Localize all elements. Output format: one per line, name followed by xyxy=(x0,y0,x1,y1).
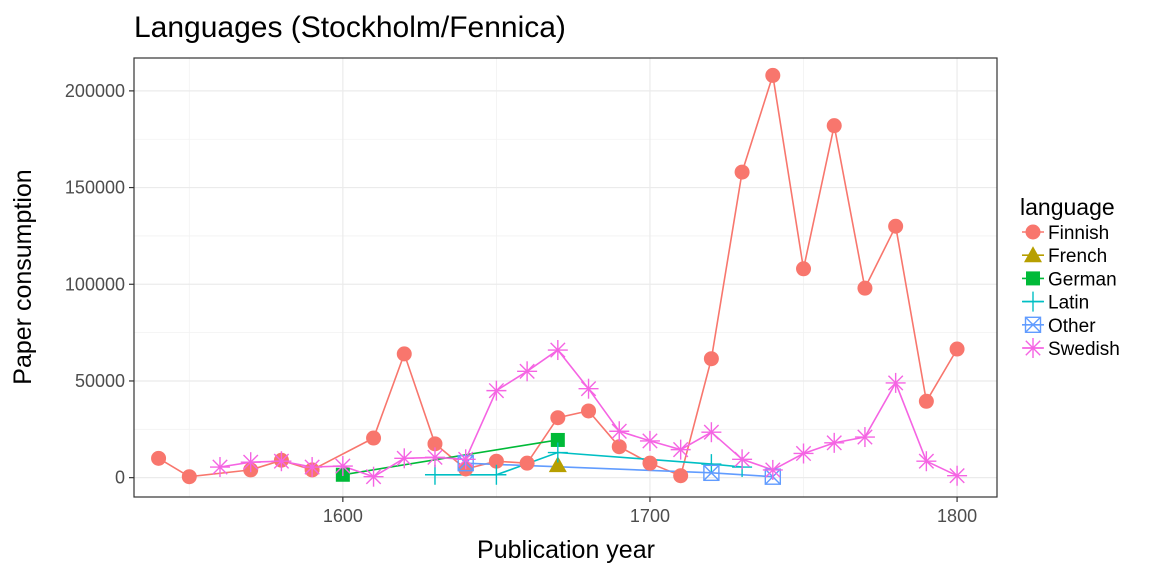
y-axis-title: Paper consumption xyxy=(9,169,37,384)
data-point-finnish xyxy=(396,346,412,362)
x-axis-title: Publication year xyxy=(477,536,655,564)
legend-item-german: German xyxy=(1022,269,1117,290)
y-tick-label: 200000 xyxy=(65,81,125,101)
y-axis: 0 50000 100000 150000 200000 xyxy=(65,81,134,488)
legend-label: Other xyxy=(1048,316,1096,337)
data-point-swedish xyxy=(302,457,323,478)
data-point-finnish xyxy=(673,468,689,484)
data-point-swedish xyxy=(486,380,507,401)
plot-panel xyxy=(134,58,997,497)
data-point-swedish xyxy=(394,448,415,469)
data-point-swedish xyxy=(701,422,722,443)
data-point-finnish xyxy=(888,218,904,234)
data-point-swedish xyxy=(854,427,875,448)
legend-item-french: French xyxy=(1022,246,1107,267)
data-point-finnish xyxy=(826,118,842,134)
data-point-swedish xyxy=(271,451,292,472)
data-point-swedish xyxy=(670,439,691,460)
data-point-swedish xyxy=(947,465,968,486)
data-point-finnish xyxy=(765,67,781,83)
data-point-finnish xyxy=(151,450,167,466)
legend-key-swedish xyxy=(1023,338,1043,358)
data-point-finnish xyxy=(366,430,382,446)
x-tick-label: 1700 xyxy=(630,506,670,526)
data-point-swedish xyxy=(240,452,261,473)
y-tick-label: 100000 xyxy=(65,274,125,294)
data-point-latin xyxy=(486,464,507,485)
data-point-french xyxy=(548,456,567,473)
series-line-german xyxy=(342,439,558,476)
data-point-swedish xyxy=(916,451,937,472)
data-point-finnish xyxy=(181,469,197,485)
data-point-finnish xyxy=(857,280,873,296)
x-tick-label: 1600 xyxy=(323,506,363,526)
legend-label: Finnish xyxy=(1048,223,1109,244)
data-point-finnish xyxy=(550,410,566,426)
legend-item-latin: Latin xyxy=(1022,291,1089,314)
data-point-swedish xyxy=(824,432,845,453)
data-point-finnish xyxy=(519,455,535,471)
data-point-latin xyxy=(701,454,722,475)
legend-key-german xyxy=(1026,271,1040,286)
legend-label: Swedish xyxy=(1048,339,1120,360)
data-point-finnish xyxy=(796,261,812,277)
data-point-swedish xyxy=(732,449,753,470)
data-point-swedish xyxy=(793,443,814,464)
legend-item-other: Other xyxy=(1022,316,1096,337)
data-point-finnish xyxy=(488,453,504,469)
x-axis: 1600 1700 1800 xyxy=(323,497,977,526)
data-point-swedish xyxy=(209,457,230,478)
data-point-finnish xyxy=(611,439,627,455)
grid-major xyxy=(134,58,997,497)
legend-key-french xyxy=(1024,246,1042,263)
data-point-swedish xyxy=(424,447,445,468)
chart-title: Languages (Stockholm/Fennica) xyxy=(134,11,566,44)
data-point-latin xyxy=(547,442,568,463)
legend-title: language xyxy=(1020,194,1115,220)
data-point-swedish xyxy=(609,421,630,442)
y-tick-label: 50000 xyxy=(75,371,125,391)
data-point-swedish xyxy=(639,430,660,451)
legend-label: Latin xyxy=(1048,293,1089,314)
grid-minor xyxy=(134,58,997,497)
data-point-swedish xyxy=(455,449,476,470)
y-tick-label: 0 xyxy=(115,468,125,488)
data-point-finnish xyxy=(581,403,597,419)
legend-label: German xyxy=(1048,269,1117,290)
data-point-finnish xyxy=(949,341,965,357)
data-point-finnish xyxy=(918,393,934,409)
data-point-latin xyxy=(424,464,445,485)
data-point-swedish xyxy=(363,466,384,487)
legend-item-finnish: Finnish xyxy=(1022,223,1109,244)
series-points xyxy=(151,67,968,487)
data-point-swedish xyxy=(547,340,568,361)
legend-label: French xyxy=(1048,246,1107,267)
data-point-finnish xyxy=(734,164,750,180)
data-point-swedish xyxy=(762,459,783,480)
data-point-finnish xyxy=(642,455,658,471)
data-point-finnish xyxy=(703,351,719,367)
data-point-swedish xyxy=(885,372,906,393)
legend-key-latin xyxy=(1023,291,1043,312)
legend-key-finnish xyxy=(1025,224,1041,240)
legend-key-other xyxy=(1024,316,1042,333)
x-tick-label: 1800 xyxy=(937,506,977,526)
plot-border xyxy=(133,57,998,498)
data-point-swedish xyxy=(332,456,353,477)
data-point-other xyxy=(703,464,720,482)
data-point-german xyxy=(550,432,565,447)
data-point-swedish xyxy=(578,378,599,399)
y-tick-label: 150000 xyxy=(65,178,125,198)
data-point-swedish xyxy=(517,361,538,382)
legend-item-swedish: Swedish xyxy=(1022,338,1120,360)
data-point-finnish xyxy=(427,436,443,452)
